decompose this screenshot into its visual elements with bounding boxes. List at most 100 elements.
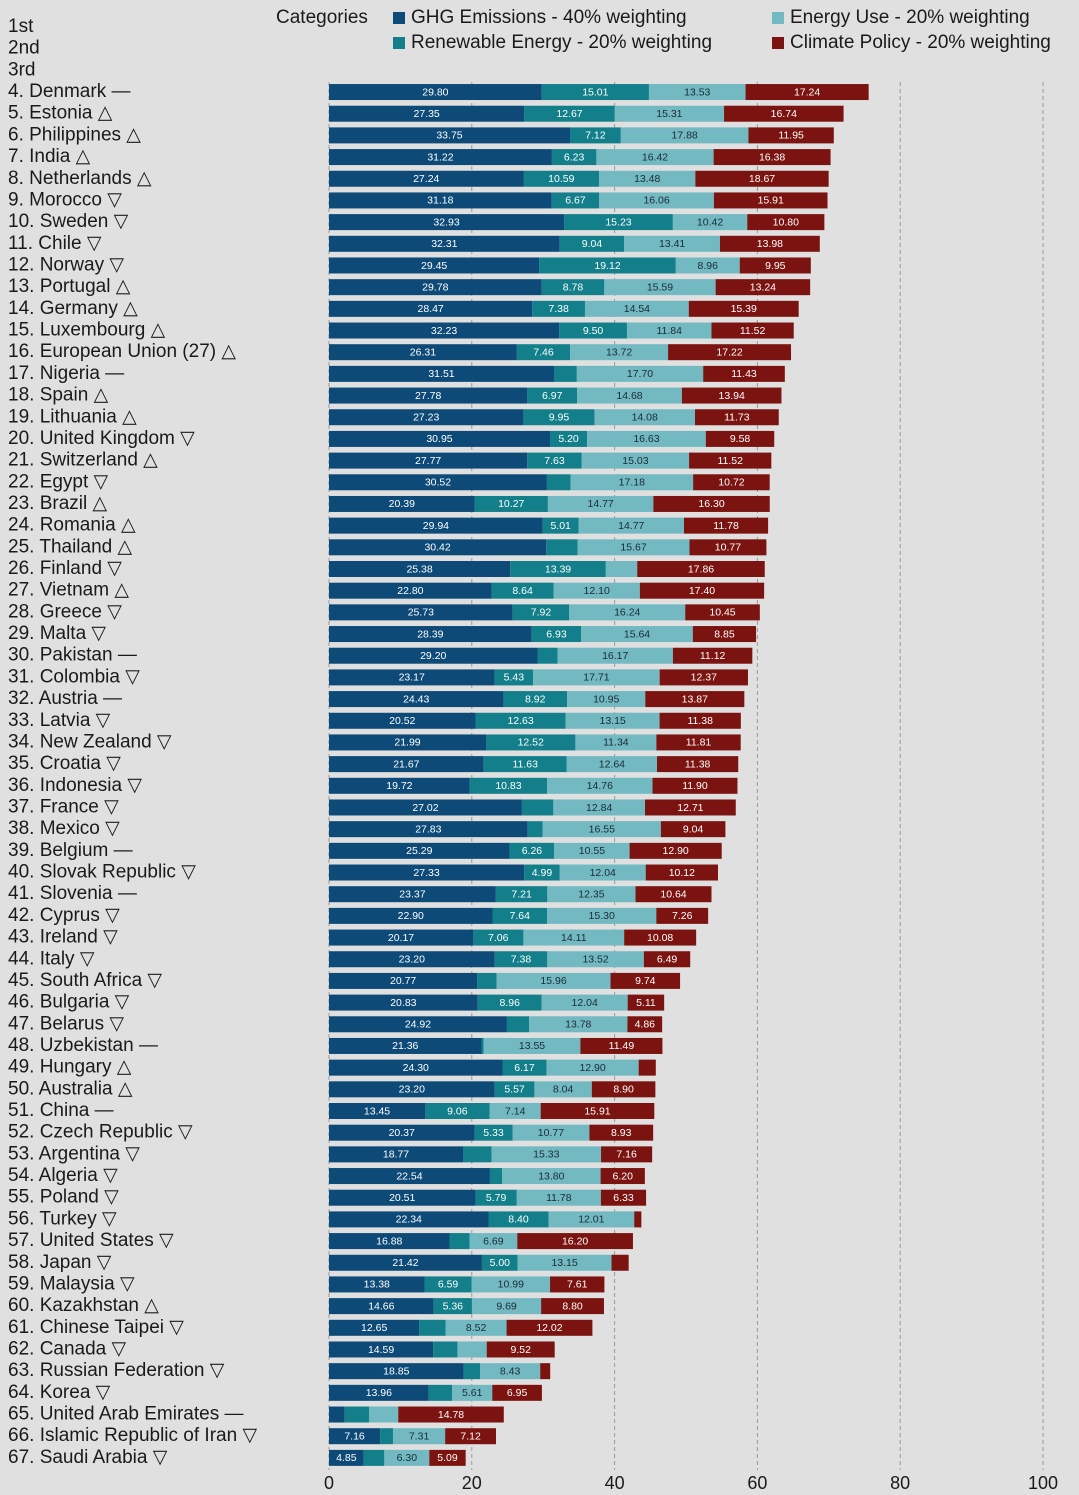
value-label: 15.01 xyxy=(582,86,608,98)
value-label: 10.80 xyxy=(773,216,799,228)
value-label: 12.90 xyxy=(579,1062,605,1074)
bar-segment xyxy=(473,929,524,946)
x-tick-label: 40 xyxy=(605,1473,625,1493)
value-label: 6.93 xyxy=(546,628,567,640)
bar-segment xyxy=(475,712,566,729)
value-label: 7.16 xyxy=(344,1430,365,1442)
bar-segment xyxy=(495,886,548,903)
category-label: 14. Germany △ xyxy=(8,298,138,319)
value-label: 8.90 xyxy=(613,1084,634,1096)
bar-segment xyxy=(524,864,560,881)
category-label: 64. Korea ▽ xyxy=(8,1382,111,1403)
bar-segment xyxy=(368,1406,399,1423)
value-label: 15.64 xyxy=(624,628,650,640)
bar-segment xyxy=(577,539,690,556)
bar-segment xyxy=(715,279,811,296)
value-label: 15.23 xyxy=(605,216,631,228)
bar-segment xyxy=(329,777,470,794)
bar-segment xyxy=(553,582,640,599)
value-label: 32.93 xyxy=(433,216,459,228)
value-label: 26.31 xyxy=(410,346,436,358)
bar-segment xyxy=(703,365,785,382)
legend-label: Energy Use - 20% weighting xyxy=(790,7,1030,28)
value-label: 24.43 xyxy=(403,693,429,705)
bar-segment xyxy=(527,452,582,469)
value-label: 31.18 xyxy=(427,195,453,207)
bar-segment xyxy=(445,1428,497,1445)
category-label: 60. Kazakhstan △ xyxy=(8,1295,159,1316)
value-label: 5.79 xyxy=(486,1192,507,1204)
category-label: 65. United Arab Emirates — xyxy=(8,1404,244,1425)
bar-segment xyxy=(445,1319,507,1336)
value-label: 10.59 xyxy=(548,173,574,185)
category-label: 55. Poland ▽ xyxy=(8,1187,119,1208)
bar-segment xyxy=(694,409,779,426)
value-label: 21.42 xyxy=(392,1257,418,1269)
bar-segment xyxy=(488,1211,549,1228)
bar-segment xyxy=(329,495,475,512)
category-label: 38. Mexico ▽ xyxy=(8,818,120,839)
bar-segment xyxy=(645,691,745,708)
bar-segment xyxy=(329,1276,425,1293)
bar-segment xyxy=(496,972,611,989)
bar-segment xyxy=(329,84,542,101)
value-label: 31.51 xyxy=(428,368,454,380)
bar-segment xyxy=(329,1298,434,1315)
value-label: 12.71 xyxy=(677,802,703,814)
bar-segment xyxy=(745,84,869,101)
value-label: 23.20 xyxy=(399,1084,425,1096)
bar-segment xyxy=(329,799,522,816)
value-label: 15.91 xyxy=(584,1105,610,1117)
category-label: 47. Belarus ▽ xyxy=(8,1013,124,1034)
bar-segment xyxy=(660,821,726,838)
bar-segment xyxy=(557,647,673,664)
bar-segment xyxy=(486,1341,555,1358)
category-label: 26. Finland ▽ xyxy=(8,558,122,579)
legend-swatch xyxy=(393,37,405,49)
value-label: 11.90 xyxy=(682,780,708,792)
value-label: 28.47 xyxy=(417,303,443,315)
category-label: 20. United Kingdom ▽ xyxy=(8,428,195,449)
bar-segment xyxy=(486,734,576,751)
value-label: 7.06 xyxy=(488,932,509,944)
bar-segment xyxy=(570,474,694,491)
value-label: 12.90 xyxy=(663,845,689,857)
category-label: 3rd xyxy=(8,59,35,80)
category-label: 19. Lithuania △ xyxy=(8,406,137,427)
value-label: 19.12 xyxy=(594,260,620,272)
bar-segment xyxy=(624,929,697,946)
legend-label: Renewable Energy - 20% weighting xyxy=(411,32,712,53)
value-label: 12.37 xyxy=(691,672,717,684)
bar-segment xyxy=(329,452,528,469)
bar-segment xyxy=(559,864,646,881)
value-label: 27.78 xyxy=(415,390,441,402)
value-label: 10.72 xyxy=(718,477,744,489)
value-label: 20.39 xyxy=(389,498,415,510)
value-label: 17.71 xyxy=(583,672,609,684)
value-label: 8.43 xyxy=(500,1365,521,1377)
bar-segment xyxy=(477,994,542,1011)
bar-segment xyxy=(626,322,712,339)
category-label: 44. Italy ▽ xyxy=(8,948,95,969)
category-label: 17. Nigeria — xyxy=(8,363,124,384)
value-label: 7.26 xyxy=(672,910,693,922)
bar-segment xyxy=(494,669,534,686)
bar-segment xyxy=(329,344,517,361)
bar-segment xyxy=(329,1037,482,1054)
bar-segment xyxy=(329,430,550,447)
bar-segment xyxy=(550,1276,605,1293)
bar-segment xyxy=(713,149,831,166)
bar-segment xyxy=(692,626,757,643)
bar-segment xyxy=(329,214,565,231)
category-label: 18. Spain △ xyxy=(8,385,109,406)
bar-segment xyxy=(329,1103,426,1119)
value-label: 14.59 xyxy=(368,1344,394,1356)
category-label: 49. Hungary △ xyxy=(8,1057,132,1078)
value-label: 23.20 xyxy=(399,954,425,966)
bar-segment xyxy=(629,842,722,859)
bar-segment xyxy=(533,669,660,686)
value-label: 23.37 xyxy=(399,888,425,900)
bar-segment xyxy=(575,734,657,751)
bar-segment xyxy=(463,1146,492,1163)
value-label: 9.04 xyxy=(582,238,603,250)
